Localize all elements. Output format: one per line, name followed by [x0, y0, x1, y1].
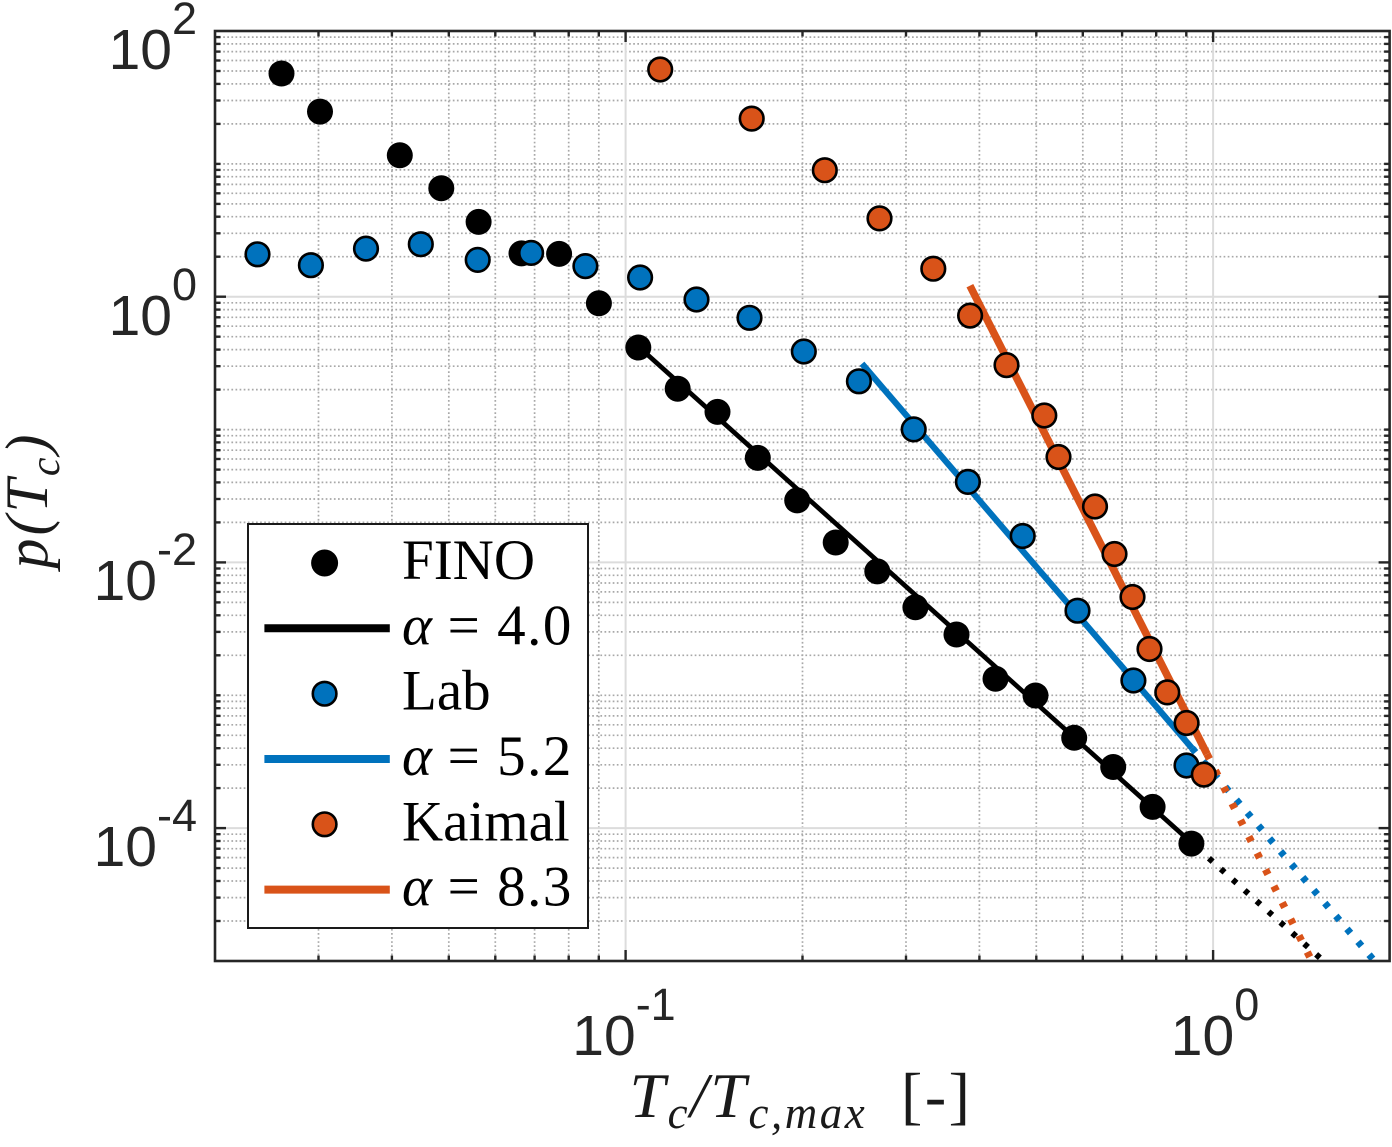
svg-text:Kaimal: Kaimal [402, 790, 570, 853]
svg-text:α = 8.3: α = 8.3 [402, 856, 573, 919]
svg-text:p(Tc): p(Tc) [0, 432, 69, 573]
svg-text:α = 5.2: α = 5.2 [402, 725, 573, 788]
svg-text:FINO: FINO [402, 529, 535, 592]
svg-text:α = 4.0: α = 4.0 [402, 594, 573, 657]
svg-text:Lab: Lab [402, 660, 491, 723]
